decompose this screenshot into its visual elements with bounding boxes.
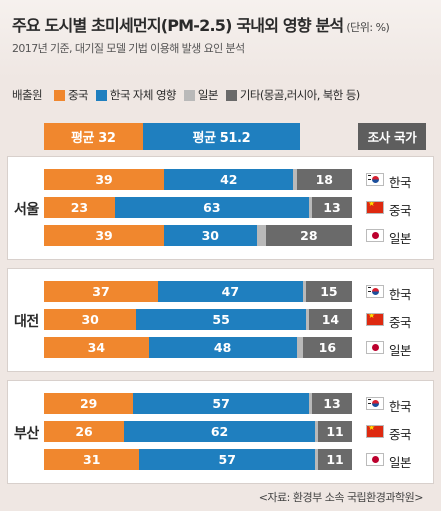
china-flag-icon	[366, 425, 384, 438]
country-label: 한국	[389, 175, 412, 190]
city-panel-2: 부산295713한국266211중국315711일본	[7, 380, 434, 484]
bar-segment-other: 15	[305, 281, 352, 302]
korea-flag-icon	[366, 397, 384, 410]
bar-segment-china: 29	[44, 393, 134, 414]
legend: 배출원 중국 한국 자체 영향 일본 기타(몽골,러시아, 북한 등)	[0, 82, 441, 108]
country-label: 중국	[389, 203, 412, 218]
city-label: 서울	[14, 202, 39, 218]
china-flag-icon	[366, 313, 384, 326]
china-flag-icon	[366, 201, 384, 214]
country-label: 한국	[389, 399, 412, 414]
bar-segment-china: 26	[44, 421, 125, 442]
bar-segment-korea: 48	[148, 337, 297, 358]
country-column-header: 조사 국가	[358, 123, 426, 150]
bar-segment-other: 14	[308, 309, 352, 330]
bar-segment-china: 37	[44, 281, 158, 302]
korea-flag-icon	[366, 285, 384, 298]
japan-flag-icon	[366, 341, 384, 354]
bar-segment-korea: 30	[164, 225, 257, 246]
bar-segment-japan	[296, 337, 303, 358]
bar-segment-korea: 42	[164, 169, 294, 190]
bar-segment-other: 11	[318, 449, 352, 470]
bar-segment-korea: 57	[133, 393, 309, 414]
bar-segment-other: 28	[265, 225, 352, 246]
legend-swatch-china	[53, 89, 65, 101]
country-label: 중국	[389, 315, 412, 330]
unit-label: (단위: %)	[346, 21, 390, 34]
source-note: <자료: 환경부 소속 국립환경과학원>	[258, 491, 424, 504]
legend-item-japan: 일본	[183, 87, 218, 103]
city-label: 대전	[14, 314, 39, 330]
legend-item-other: 기타(몽골,러시아, 북한 등)	[225, 87, 360, 103]
bar-segment-japan	[293, 169, 297, 190]
bar-segment-japan	[302, 281, 306, 302]
bar-segment-korea: 57	[139, 449, 316, 470]
city-label: 부산	[14, 426, 39, 442]
bar-segment-japan	[315, 449, 319, 470]
average-korea-badge: 평균 51.2	[142, 123, 301, 150]
korea-flag-icon	[366, 173, 384, 186]
bar-segment-other: 16	[302, 337, 352, 358]
bar-segment-japan	[305, 309, 309, 330]
bar-segment-china: 23	[44, 197, 115, 218]
japan-flag-icon	[366, 229, 384, 242]
bar-segment-korea: 63	[114, 197, 309, 218]
legend-label: 배출원	[12, 88, 43, 102]
bar-segment-china: 34	[44, 337, 149, 358]
bar-segment-japan	[256, 225, 266, 246]
bar-segment-korea: 55	[136, 309, 306, 330]
bar-segment-other: 13	[311, 393, 352, 414]
bar-segment-other: 11	[318, 421, 352, 442]
legend-swatch-korea	[95, 89, 107, 101]
chart-title: 주요 도시별 초미세먼지(PM-2.5) 국내외 영향 분석 (단위: %)	[12, 16, 390, 35]
bar-segment-china: 39	[44, 225, 165, 246]
japan-flag-icon	[366, 453, 384, 466]
bar-segment-other: 13	[311, 197, 352, 218]
legend-item-china: 중국	[53, 87, 89, 103]
country-label: 일본	[389, 455, 412, 470]
bar-segment-japan	[308, 393, 312, 414]
header: 주요 도시별 초미세먼지(PM-2.5) 국내외 영향 분석 (단위: %) 20…	[0, 0, 441, 78]
bar-segment-other: 18	[296, 169, 352, 190]
legend-swatch-japan	[183, 89, 195, 101]
country-label: 중국	[389, 427, 412, 442]
legend-item-korea: 한국 자체 영향	[95, 87, 177, 103]
bar-segment-china: 30	[44, 309, 137, 330]
bar-segment-china: 39	[44, 169, 165, 190]
bar-segment-japan	[315, 421, 319, 442]
city-panel-0: 서울394218한국236313중국393028일본	[7, 156, 434, 260]
country-label: 일본	[389, 231, 412, 246]
bar-segment-korea: 62	[124, 421, 316, 442]
average-china-badge: 평균 32	[44, 123, 143, 150]
chart-subtitle: 2017년 기준, 대기질 모델 기법 이용해 발생 요인 분석	[12, 42, 245, 55]
bar-segment-china: 31	[44, 449, 140, 470]
legend-swatch-other	[225, 89, 237, 101]
country-label: 일본	[389, 343, 412, 358]
country-label: 한국	[389, 287, 412, 302]
bar-segment-korea: 47	[157, 281, 303, 302]
bar-segment-japan	[308, 197, 312, 218]
